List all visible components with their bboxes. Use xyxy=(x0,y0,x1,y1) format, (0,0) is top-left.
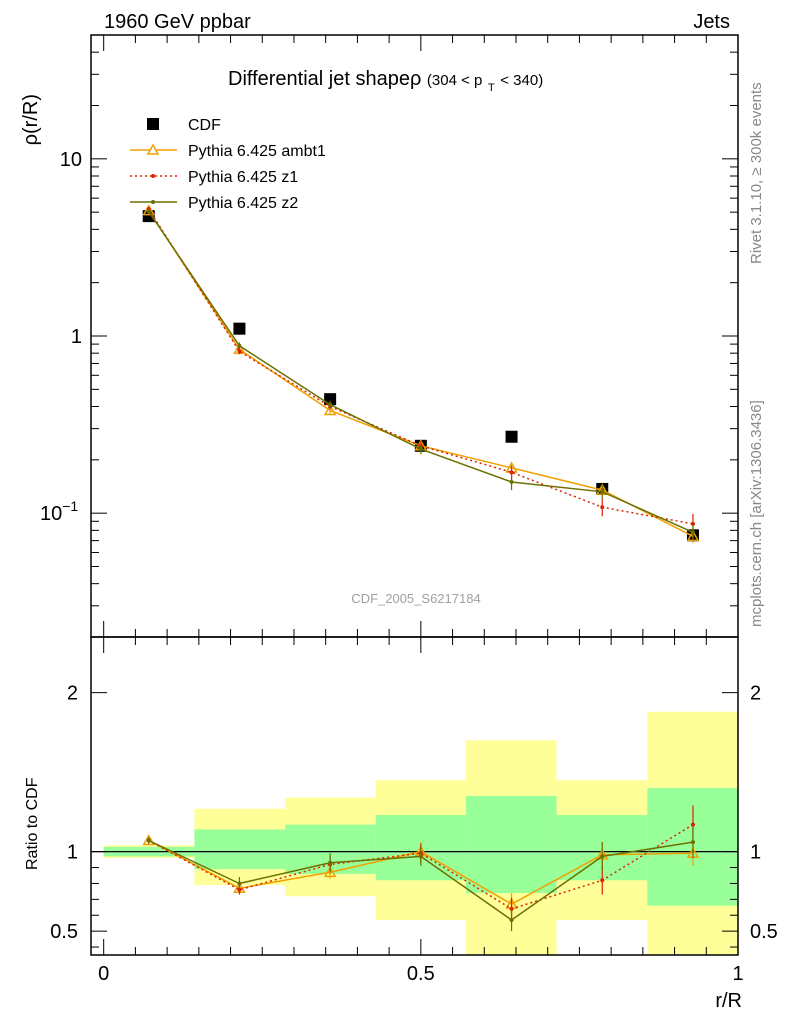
header-left: 1960 GeV ppbar xyxy=(104,11,251,33)
analysis-watermark: CDF_2005_S6217184 xyxy=(351,591,480,606)
y-tick-label: 1 xyxy=(71,326,82,348)
main-series-line xyxy=(148,210,694,533)
legend-label: Pythia 6.425 ambt1 xyxy=(188,143,326,160)
y-tick-label-exponent: −1 xyxy=(62,498,78,514)
x-tick-label: 1 xyxy=(732,963,743,985)
ratio-point xyxy=(323,865,337,878)
mcplots-side-text: mcplots.cern.ch [arXiv:1306.3436] xyxy=(748,400,765,627)
y-tick-label: 10−1 xyxy=(40,498,78,525)
legend-label: Pythia 6.425 z2 xyxy=(188,195,298,212)
main-point xyxy=(509,479,514,484)
main-point xyxy=(237,343,242,348)
main-cdf-point xyxy=(505,430,518,443)
legend-label: Pythia 6.425 z1 xyxy=(188,169,298,186)
ratio-ylabel: Ratio to CDF xyxy=(24,777,41,870)
main-point xyxy=(600,505,605,510)
main-series-line xyxy=(148,208,694,525)
legend-label: CDF xyxy=(188,117,221,134)
legend-marker xyxy=(151,174,155,178)
main-point xyxy=(690,521,695,526)
main-point xyxy=(418,447,423,452)
y-tick-label: 10 xyxy=(60,149,82,171)
main-title-subscript: T xyxy=(488,82,495,94)
band-green xyxy=(465,796,557,893)
ratio-point xyxy=(600,878,605,883)
legend-marker xyxy=(146,143,160,155)
ratio-y-tick-label-right: 1 xyxy=(750,842,761,864)
main-title-range-end: < 340) xyxy=(500,72,543,89)
main-series-line xyxy=(148,210,694,537)
main-point xyxy=(328,402,333,407)
main-point xyxy=(323,403,337,416)
ratio-point xyxy=(142,833,155,846)
main-title-range: (304 < p xyxy=(427,72,482,89)
main-title: Differential jet shapeρ (304 < p T < 340… xyxy=(228,68,543,96)
ratio-point xyxy=(237,881,242,886)
ratio-y-tick-label-left: 0.5 xyxy=(50,921,78,943)
ratio-point xyxy=(146,838,151,843)
main-title-text: Differential jet shapeρ xyxy=(228,68,421,90)
ratio-point xyxy=(690,822,695,827)
y-tick-label-base: 10 xyxy=(40,503,62,525)
ratio-bands-layer xyxy=(91,711,738,955)
legend-cdf-marker xyxy=(147,118,159,130)
data-layer xyxy=(142,204,700,932)
main-point xyxy=(146,209,151,214)
ratio-plot-frame xyxy=(90,636,739,956)
ratio-y-tick-label-left: 1 xyxy=(67,842,78,864)
ratio-point xyxy=(328,860,333,865)
header-right: Jets xyxy=(693,11,730,33)
ratio-point xyxy=(509,918,514,923)
ratio-point xyxy=(600,854,605,859)
main-point xyxy=(600,489,605,494)
ratio-y-tick-label-left: 2 xyxy=(67,683,78,705)
band-green xyxy=(194,829,286,870)
main-cdf-point xyxy=(233,322,246,335)
main-point xyxy=(690,530,695,535)
main-point xyxy=(142,204,155,216)
x-tick-label: 0 xyxy=(98,963,109,985)
main-point xyxy=(509,470,514,475)
x-tick-label: 0.5 xyxy=(407,963,435,985)
ratio-point xyxy=(418,854,423,859)
legend: CDF Pythia 6.425 ambt1 Pythia 6.425 z1 Pyth… xyxy=(130,117,326,212)
legend-marker xyxy=(151,200,155,204)
ratio-xlabel: r/R xyxy=(715,990,742,1012)
ratio-point xyxy=(690,840,695,845)
ratio-y-tick-label-right: 0.5 xyxy=(750,921,778,943)
main-ylabel: ρ(r/R) xyxy=(20,94,42,145)
ratio-y-tick-label-right: 2 xyxy=(750,683,761,705)
rivet-side-text: Rivet 3.1.10, ≥ 300k events xyxy=(748,82,765,264)
main-point xyxy=(237,349,242,354)
